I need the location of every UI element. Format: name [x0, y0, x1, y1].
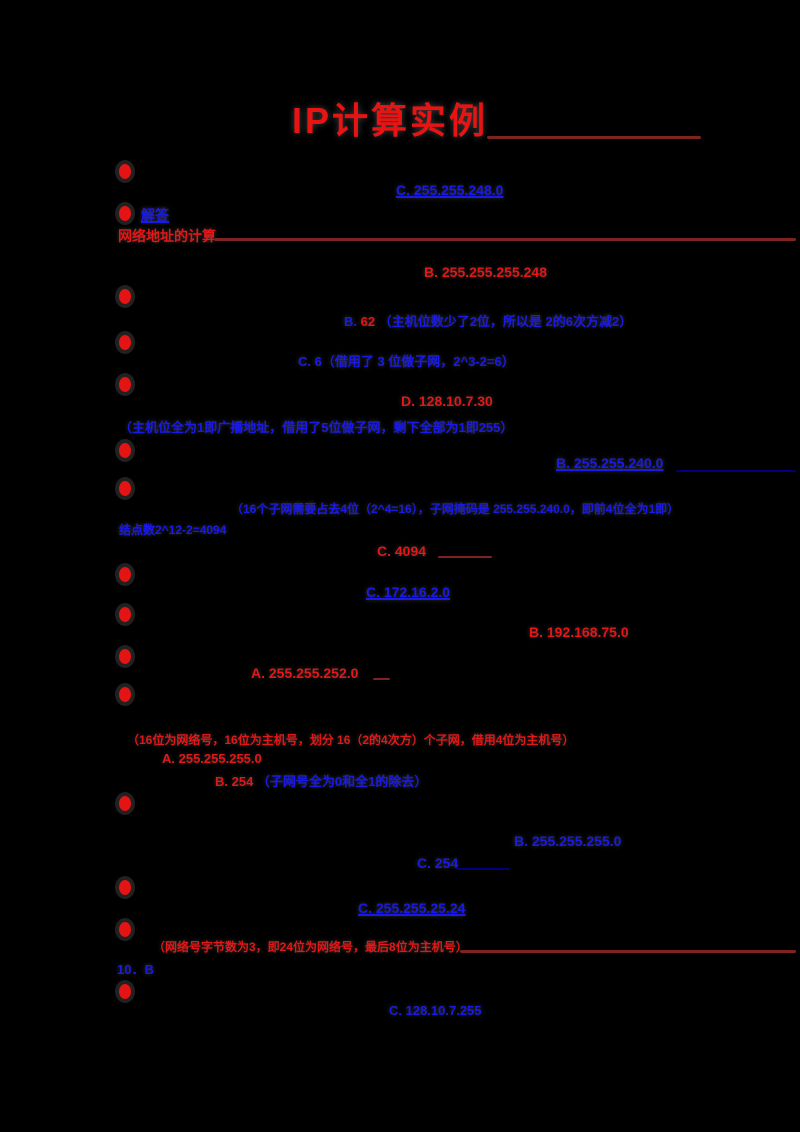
answer-text: （子网号全为0和全1的除去）	[256, 774, 428, 789]
bullet-icon	[119, 649, 131, 664]
bullet-icon	[119, 796, 131, 811]
rule-line	[676, 470, 796, 472]
answer-text: 网络地址的计算	[118, 228, 216, 244]
text-line: B. 192.168.75.0	[529, 624, 629, 640]
rule-line	[487, 136, 701, 139]
text-line: C. 128.10.7.255	[389, 1003, 482, 1018]
answer-text: 10．B	[117, 962, 154, 977]
answer-text: B. 255.255.255.248	[424, 264, 547, 280]
answer-text: C. 255.255.25.24	[358, 900, 466, 916]
bullet-icon	[119, 335, 131, 350]
answer-text: B. 254	[215, 774, 257, 789]
bullet-icon	[119, 206, 131, 221]
text-line: B. 255.255.240.0	[556, 455, 663, 471]
answer-text: A. 255.255.252.0	[251, 665, 359, 681]
rule-line	[373, 678, 390, 680]
rule-line	[456, 868, 510, 870]
text-line: （主机位全为1即广播地址，借用了5位做子网，剩下全部为1即255）	[119, 417, 513, 436]
text-line: （网络号字节数为3，即24位为网络号，最后8位为主机号）	[153, 938, 468, 955]
text-line: （16个子网需要占去4位（2^4=16），子网掩码是 255.255.240.0…	[231, 500, 679, 517]
text-line: C. 172.16.2.0	[366, 584, 450, 600]
text-line: B. 254 （子网号全为0和全1的除去）	[215, 771, 427, 790]
text-line: C. 255.255.25.24	[358, 900, 465, 916]
bullet-icon	[119, 984, 131, 999]
answer-text: C. 128.10.7.255	[389, 1003, 482, 1018]
answer-text: C. 6（借用了 3 位做子网，2^3-2=6）	[298, 354, 515, 369]
text-line: B. 62 （主机位数少了2位，所以是 2的6次方减2）	[344, 311, 632, 330]
text-line: C. 6（借用了 3 位做子网，2^3-2=6）	[298, 351, 515, 370]
rule-line	[460, 950, 796, 953]
answer-text: D. 128.10.7.30	[401, 393, 493, 409]
text-line: （16位为网络号，16位为主机号，划分 16（2的4次方）个子网，借用4位为主机…	[127, 731, 574, 748]
bullet-icon	[119, 607, 131, 622]
answer-text: A. 255.255.255.0	[162, 751, 262, 766]
rule-line	[214, 238, 796, 241]
answer-text: B.	[344, 314, 361, 329]
answer-text: C. 4094	[377, 543, 427, 559]
text-line: C. 254	[417, 855, 458, 871]
text-line: 网络地址的计算	[118, 226, 216, 246]
text-line: A. 255.255.252.0	[251, 665, 358, 681]
bullet-icon	[119, 687, 131, 702]
bullet-icon	[119, 567, 131, 582]
answer-text: 62	[360, 314, 376, 329]
text-line: 结点数2^12-2=4094	[119, 521, 226, 538]
text-line: D. 128.10.7.30	[401, 393, 493, 409]
page-title: IP计算实例	[291, 100, 488, 141]
answer-text: （主机位全为1即广播地址，借用了5位做子网，剩下全部为1即255）	[119, 420, 514, 435]
answer-text: （主机位数少了2位，所以是 2的6次方减2）	[375, 314, 633, 329]
bullet-icon	[119, 164, 131, 179]
answer-text: （16个子网需要占去4位（2^4=16），子网掩码是 255.255.240.0…	[231, 502, 680, 516]
text-line: B. 255.255.255.0	[514, 833, 621, 849]
text-line: C. 255.255.248.0	[396, 182, 503, 198]
bullet-icon	[119, 289, 131, 304]
text-line: B. 255.255.255.248	[424, 264, 547, 280]
text-line: 10．B	[117, 959, 154, 978]
answer-text: （16位为网络号，16位为主机号，划分 16（2的4次方）个子网，借用4位为主机…	[127, 733, 575, 747]
text-line: C. 4094	[377, 543, 426, 559]
bullet-icon	[119, 880, 131, 895]
answer-text: C. 254	[417, 855, 459, 871]
bullet-icon	[119, 443, 131, 458]
rule-line	[438, 556, 492, 558]
answer-text: （网络号字节数为3，即24位为网络号，最后8位为主机号）	[153, 940, 468, 954]
bullet-icon	[119, 922, 131, 937]
answer-text: C. 255.255.248.0	[396, 182, 504, 198]
answer-text: 解答	[141, 207, 169, 223]
bullet-icon	[119, 481, 131, 496]
text-line: A. 255.255.255.0	[162, 751, 262, 766]
answer-text: B. 192.168.75.0	[529, 624, 629, 640]
answer-text: C. 172.16.2.0	[366, 584, 451, 600]
bullet-icon	[119, 377, 131, 392]
answer-text: B. 255.255.255.0	[514, 833, 622, 849]
answer-text: 结点数2^12-2=4094	[119, 523, 227, 537]
text-line: 解答	[141, 205, 169, 225]
answer-text: B. 255.255.240.0	[556, 455, 664, 471]
